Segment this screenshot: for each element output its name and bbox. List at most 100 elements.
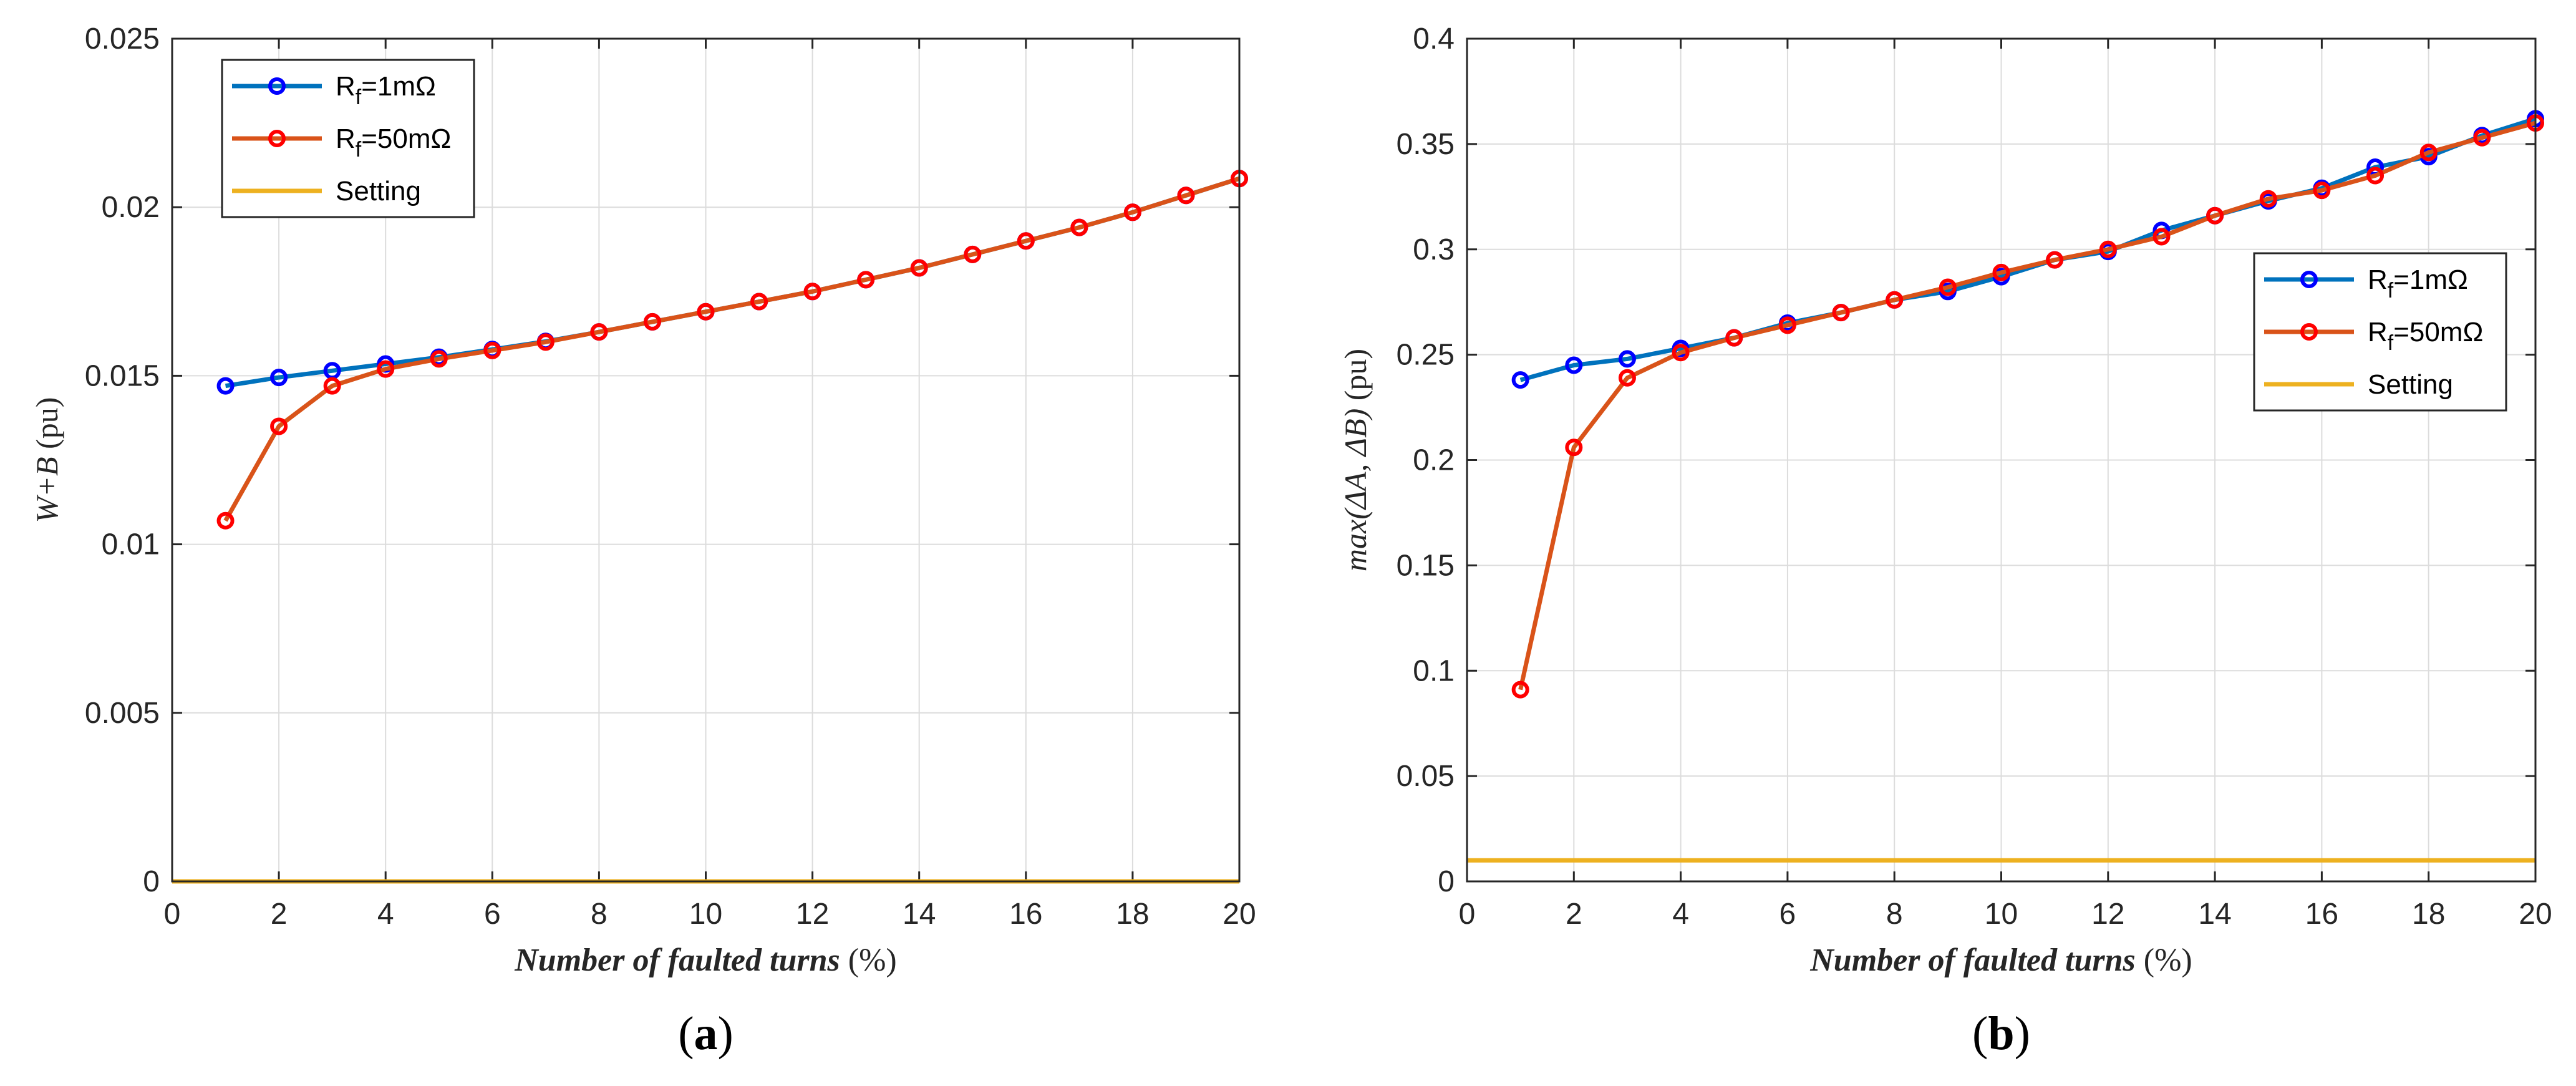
data-point xyxy=(270,417,288,435)
x-tick-label: 4 xyxy=(377,898,394,931)
x-tick-label: 12 xyxy=(796,898,829,931)
x-tick-label: 14 xyxy=(2198,898,2231,931)
axes-frame xyxy=(171,37,1241,883)
data-point xyxy=(430,350,448,368)
data-point xyxy=(1672,344,1690,362)
series-rf-1 xyxy=(216,170,1248,530)
legend-entry-label: Rf=1mΩ xyxy=(2368,264,2468,303)
x-tick-label: 0 xyxy=(164,898,181,931)
x-tick-label: 16 xyxy=(2305,898,2338,931)
legend-entry-label: Rf=50mΩ xyxy=(336,124,451,162)
y-tick-label: 0.01 xyxy=(102,528,160,561)
y-tick-label: 0.1 xyxy=(1413,654,1455,687)
y-tick-label: 0 xyxy=(1438,865,1455,898)
data-point xyxy=(910,259,928,277)
data-point xyxy=(1725,329,1743,347)
axes-frame xyxy=(1466,37,2537,883)
data-point xyxy=(1992,263,2010,281)
x-tick-label: 12 xyxy=(2091,898,2124,931)
legend-entry-label: Setting xyxy=(336,176,421,206)
data-point xyxy=(1511,371,1529,389)
data-point xyxy=(1939,278,1957,296)
data-point xyxy=(483,341,501,359)
legend-marker xyxy=(268,130,286,147)
legend-entry-label: Rf=1mΩ xyxy=(336,71,436,109)
x-tick-label: 10 xyxy=(1985,898,2018,931)
data-point xyxy=(1177,187,1195,205)
legend: Rf=1mΩ Rf=50mΩ Setting xyxy=(221,59,475,218)
data-point xyxy=(1618,350,1636,368)
panel-label: (a) xyxy=(678,1007,734,1060)
x-tick-label: 6 xyxy=(484,898,501,931)
y-tick-label: 0.05 xyxy=(1397,760,1455,793)
panel-label: (b) xyxy=(1972,1007,2030,1060)
y-tick-label: 0 xyxy=(143,865,160,898)
data-point xyxy=(323,377,341,395)
data-point xyxy=(1618,369,1636,387)
legend: Rf=1mΩ Rf=50mΩ Setting xyxy=(2253,252,2507,412)
chart-panel-b: 0 2 4 6 8 10 12 14 16 18 20 0 0.05 0.1 0.15 0.2 0.25 0.3 0… xyxy=(1338,22,2552,1060)
data-point xyxy=(2259,190,2277,208)
y-tick-label: 0.02 xyxy=(102,191,160,224)
x-tick-label: 8 xyxy=(1886,898,1903,931)
legend-entry-label: Rf=50mΩ xyxy=(2368,317,2483,355)
y-tick-label: 0.35 xyxy=(1397,128,1455,161)
legend-entry-label: Setting xyxy=(2368,369,2453,400)
data-point xyxy=(2046,251,2064,269)
data-point xyxy=(1017,232,1035,250)
y-tick-label: 0.015 xyxy=(85,359,160,392)
legend-marker xyxy=(268,77,286,95)
data-point xyxy=(216,377,235,395)
x-tick-label: 8 xyxy=(591,898,608,931)
data-point xyxy=(270,369,288,387)
data-point xyxy=(1123,203,1141,221)
data-point xyxy=(377,360,395,378)
y-tick-label: 0.025 xyxy=(85,22,160,56)
x-axis-label: Number of faulted turns (%) xyxy=(514,943,896,978)
data-point xyxy=(2366,167,2385,185)
data-point xyxy=(1565,439,1583,457)
x-tick-label: 10 xyxy=(689,898,722,931)
data-point xyxy=(1511,681,1529,699)
data-point xyxy=(964,245,982,263)
data-point xyxy=(1832,304,1850,322)
x-tick-label: 18 xyxy=(1116,898,1149,931)
x-tick-label: 20 xyxy=(1223,898,1256,931)
y-tick-label: 0.4 xyxy=(1413,22,1455,56)
x-tick-label: 2 xyxy=(271,898,288,931)
series-rf-1 xyxy=(1511,114,2544,699)
chart-panel-a: 0 2 4 6 8 10 12 14 16 18 20 0 0.005 0.01 0.015 0.02 0.02… xyxy=(29,22,1256,1060)
x-tick-label: 2 xyxy=(1566,898,1582,931)
data-point xyxy=(2152,228,2171,246)
x-tick-label: 18 xyxy=(2412,898,2445,931)
x-tick-label: 16 xyxy=(1009,898,1042,931)
data-point xyxy=(697,303,715,321)
data-point xyxy=(2473,128,2491,147)
data-point xyxy=(590,323,608,341)
x-tick-label: 4 xyxy=(1672,898,1689,931)
series-line xyxy=(223,176,1241,522)
y-axis-label: max(ΔA, ΔB) (pu) xyxy=(1338,349,1373,571)
y-tick-label: 0.3 xyxy=(1413,233,1455,266)
y-tick-label: 0.15 xyxy=(1397,549,1455,582)
data-point xyxy=(803,283,821,301)
y-tick-label: 0.005 xyxy=(85,697,160,730)
data-point xyxy=(1778,316,1796,334)
data-point xyxy=(2099,240,2117,258)
x-tick-label: 20 xyxy=(2519,898,2552,931)
y-tick-label: 0.2 xyxy=(1413,444,1455,477)
x-tick-label: 6 xyxy=(1779,898,1796,931)
x-axis-label: Number of faulted turns (%) xyxy=(1809,943,2192,978)
data-point xyxy=(536,333,554,351)
data-point xyxy=(2313,182,2331,200)
data-point xyxy=(857,271,875,289)
y-axis-label: W+B (pu) xyxy=(29,397,64,523)
x-tick-label: 0 xyxy=(1459,898,1476,931)
legend-marker xyxy=(2300,323,2318,341)
x-tick-label: 14 xyxy=(903,898,936,931)
data-point xyxy=(750,293,768,311)
y-tick-label: 0.25 xyxy=(1397,339,1455,372)
data-point xyxy=(216,511,235,530)
series-line xyxy=(1518,120,2536,691)
